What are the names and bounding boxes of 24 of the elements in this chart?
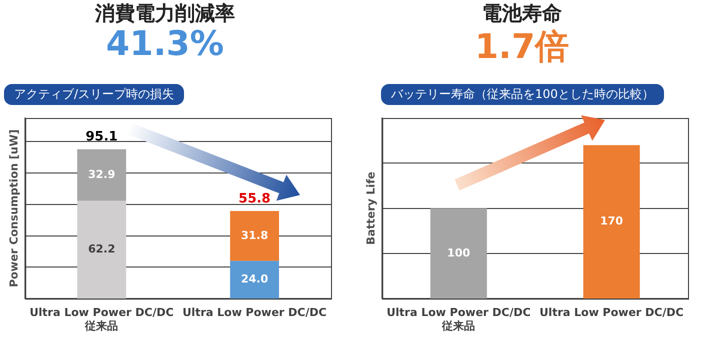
text: バッテリー寿命（従来品を100とした時の比較） [381, 84, 664, 105]
bar [77, 149, 126, 201]
data-label: 170 [600, 214, 624, 228]
bar [230, 260, 280, 299]
data-label: 32.9 [88, 168, 116, 181]
text: アクティブ/スリープ時の損失 [4, 84, 184, 105]
data-label: 31.8 [240, 228, 268, 242]
x-tick-label: Ultra Low Power DC/DC [182, 306, 327, 320]
data-label: 62.2 [88, 242, 116, 256]
total-label: 95.1 [86, 130, 118, 145]
y-axis-title: Battery Life [364, 172, 378, 245]
data-label: 24.0 [240, 272, 268, 286]
chart-subtitle: 1.7倍 [474, 26, 570, 69]
chart-title: 消費電力削減率 [94, 0, 236, 27]
bar [77, 200, 126, 299]
x-tick-label: Ultra Low Power DC/DC [539, 306, 684, 320]
total-label: 55.8 [238, 191, 271, 206]
x-tick-label: Ultra Low Power DC/DC 従来品 [386, 306, 531, 332]
chart-subtitle: 41.3% [105, 24, 225, 64]
chart-title: 電池寿命 [481, 0, 563, 27]
bar [230, 210, 280, 261]
data-label: 100 [447, 246, 470, 260]
y-axis-title: Power Consumption [uW] [7, 129, 20, 288]
x-tick-label: Ultra Low Power DC/DC 従来品 [30, 306, 174, 332]
